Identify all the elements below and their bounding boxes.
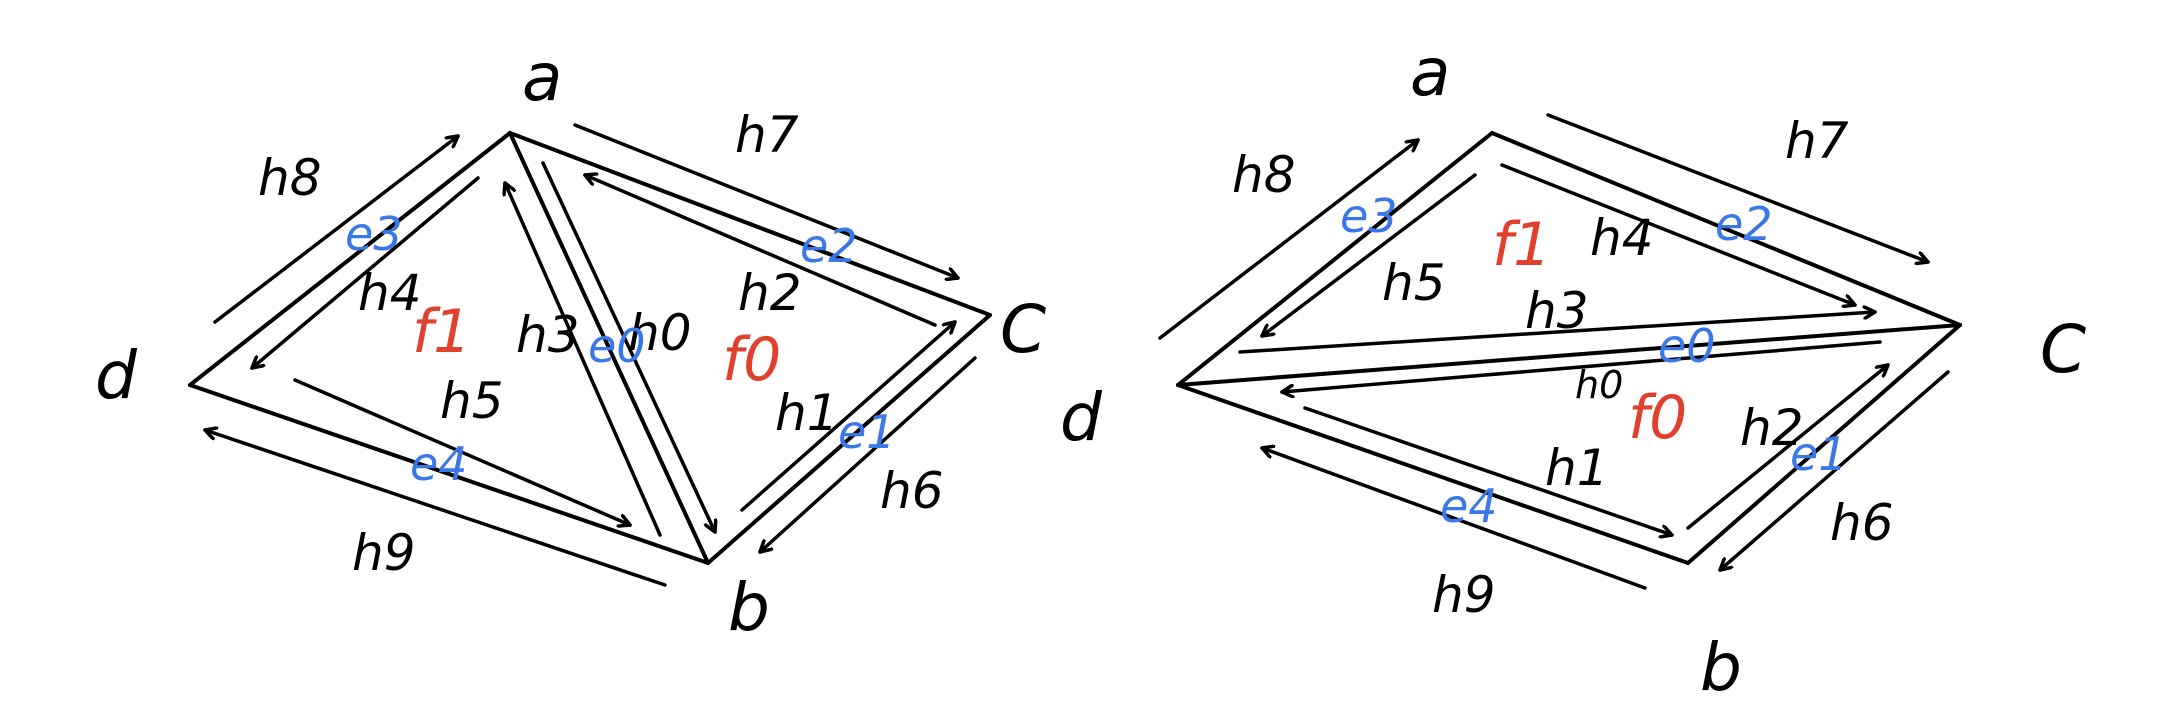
mesh-left-edges	[188, 131, 992, 565]
edge-label-e2: e2	[800, 219, 858, 273]
halfedge-arrow-h0	[1280, 340, 1882, 392]
vertex-label-a: a	[1410, 34, 1450, 111]
halfedge-arrow-h9	[203, 430, 667, 587]
halfedge-label-h2: h2	[738, 264, 802, 322]
halfedge-arrow-h1	[1303, 406, 1674, 535]
edge-ab	[508, 131, 710, 565]
mesh-left-halfedges	[203, 123, 977, 587]
halfedge-arrow-h6	[758, 356, 977, 554]
halfedge-label-h0: h0	[628, 304, 692, 362]
halfedge-label-h7: h7	[735, 106, 799, 164]
edge-ac	[508, 131, 992, 317]
face-label-f1: f1	[412, 297, 471, 367]
edge-dc	[1176, 323, 1962, 387]
halfedge-arrow-h4	[250, 176, 480, 370]
halfedge-label-h9: h9	[352, 524, 416, 582]
mesh-right: a b C d h0 h1 h2 h3 h4 h5 h6 h7 h8 h9 e0…	[1060, 34, 2086, 706]
halfedge-arrow-h9	[1260, 448, 1647, 590]
halfedge-label-h5: h5	[1382, 254, 1446, 312]
halfedge-arrow-h2	[583, 175, 937, 327]
halfedge-label-h2: h2	[1740, 399, 1804, 457]
edge-label-e1: e1	[838, 405, 896, 459]
halfedge-label-h3: h3	[516, 306, 580, 364]
face-label-f1: f1	[1492, 210, 1551, 280]
mesh-left: a b C d h0 h1 h2 h3 h4 h5 h6 h7 h8 h9 e0…	[95, 39, 1046, 646]
vertex-label-d: d	[95, 337, 138, 414]
halfedge-label-h1: h1	[1545, 439, 1609, 497]
edge-ac	[1490, 131, 1962, 327]
halfedge-label-h9: h9	[1432, 566, 1496, 624]
edge-cb	[706, 313, 992, 565]
halfedge-label-h1: h1	[775, 384, 839, 442]
halfedge-arrow-h0	[541, 161, 715, 534]
halfedge-arrow-h5	[1260, 173, 1477, 338]
edge-label-e0: e0	[588, 319, 646, 373]
edge-label-e3: e3	[1340, 189, 1398, 243]
vertex-label-a: a	[522, 39, 562, 116]
halfedge-label-h7: h7	[1785, 112, 1849, 170]
halfedge-arrow-h3	[505, 181, 662, 537]
edge-label-e4: e4	[1440, 479, 1498, 533]
halfedge-label-h5: h5	[440, 372, 504, 430]
halfedge-arrow-h8	[213, 134, 460, 324]
halfedge-label-h8: h8	[258, 149, 322, 207]
edge-da	[188, 131, 512, 387]
vertex-label-b: b	[728, 569, 770, 646]
face-label-f0: f0	[722, 325, 781, 395]
halfedge-arrow-h4	[1500, 163, 1857, 305]
vertex-label-c: C	[2040, 311, 2086, 388]
halfedge-label-h4: h4	[1590, 209, 1654, 267]
mesh-right-edges	[1176, 131, 1962, 565]
halfedge-arrow-h5	[293, 378, 632, 525]
halfedge-arrow-h2	[1686, 363, 1890, 530]
halfedge-arrow-h3	[1238, 312, 1877, 354]
halfedge-arrow-h8	[1158, 138, 1420, 340]
vertex-label-c: C	[1000, 291, 1046, 368]
vertex-label-d: d	[1060, 379, 1103, 456]
edge-cb	[1686, 323, 1962, 565]
edge-bd	[188, 383, 710, 565]
edge-label-e2: e2	[1715, 197, 1773, 251]
halfedge-label-h3: h3	[1525, 282, 1589, 340]
face-label-f0: f0	[1628, 383, 1687, 453]
halfedge-label-h0: h0	[1575, 363, 1623, 407]
edge-label-e0: e0	[1658, 319, 1716, 373]
halfedge-arrow-h6	[1718, 370, 1950, 572]
edge-label-e1: e1	[1790, 427, 1848, 481]
halfedge-arrow-h7	[1546, 113, 1930, 262]
halfedge-arrow-h7	[573, 123, 960, 278]
halfedge-label-h6: h6	[880, 462, 944, 520]
halfedge-arrow-h1	[740, 320, 957, 512]
halfedge-label-h4: h4	[358, 264, 422, 322]
edge-label-e4: e4	[410, 437, 468, 491]
mesh-right-halfedges	[1158, 113, 1950, 590]
halfedge-label-h6: h6	[1830, 494, 1894, 552]
edge-da	[1176, 131, 1494, 387]
edge-bd	[1176, 383, 1690, 565]
halfedge-label-h8: h8	[1232, 146, 1296, 204]
edge-label-e3: e3	[345, 207, 403, 261]
vertex-label-b: b	[1700, 629, 1742, 706]
